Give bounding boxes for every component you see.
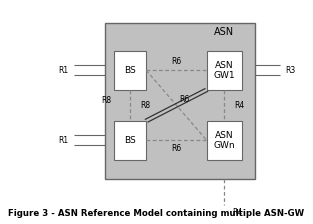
Text: R8: R8 bbox=[101, 96, 111, 105]
Text: ASN: ASN bbox=[213, 27, 234, 37]
Text: R6: R6 bbox=[179, 95, 189, 104]
FancyBboxPatch shape bbox=[114, 121, 146, 160]
Text: BS: BS bbox=[124, 66, 136, 75]
Text: R3: R3 bbox=[285, 66, 296, 75]
Text: ASN
GWn: ASN GWn bbox=[213, 131, 235, 150]
Text: R4: R4 bbox=[232, 208, 242, 217]
Text: R1: R1 bbox=[59, 66, 69, 75]
FancyBboxPatch shape bbox=[207, 121, 242, 160]
FancyBboxPatch shape bbox=[105, 23, 254, 179]
Text: R8: R8 bbox=[140, 101, 151, 110]
Text: BS: BS bbox=[124, 136, 136, 145]
Text: R1: R1 bbox=[59, 136, 69, 145]
Text: R6: R6 bbox=[172, 144, 182, 153]
FancyBboxPatch shape bbox=[207, 51, 242, 90]
Text: ASN
GW1: ASN GW1 bbox=[213, 60, 235, 80]
Text: R4: R4 bbox=[234, 101, 245, 110]
Text: R6: R6 bbox=[172, 57, 182, 66]
Text: Figure 3 - ASN Reference Model containing multiple ASN-GW: Figure 3 - ASN Reference Model containin… bbox=[8, 209, 305, 218]
FancyBboxPatch shape bbox=[114, 51, 146, 90]
